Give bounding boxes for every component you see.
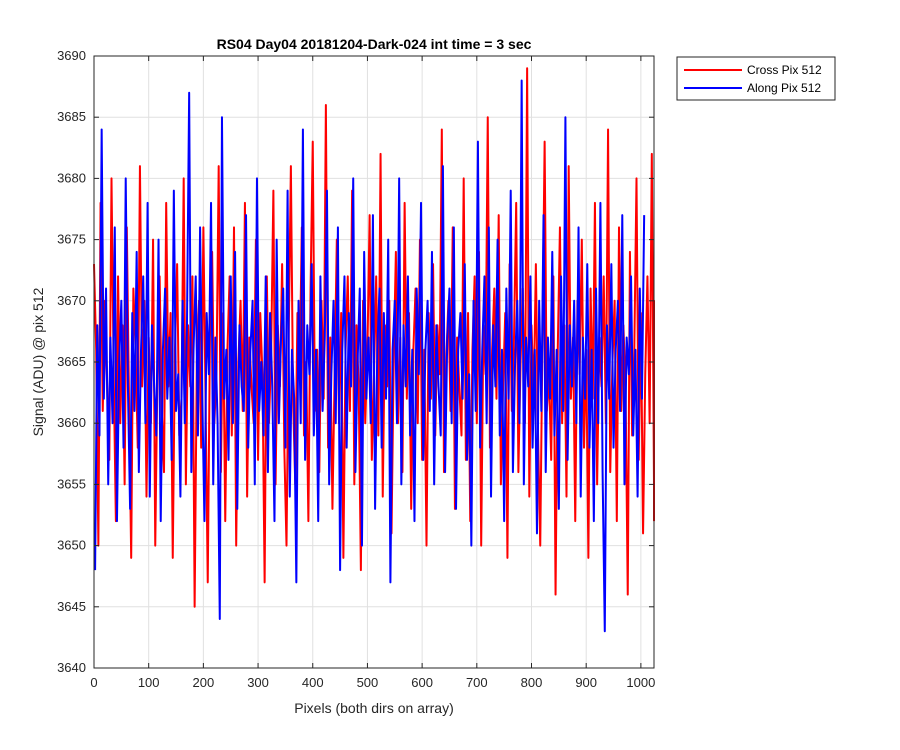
series-line-along-pix-512	[94, 79, 646, 633]
chart-title: RS04 Day04 20181204-Dark-024 int time = …	[217, 36, 532, 52]
x-tick-label: 300	[247, 675, 269, 690]
legend-box	[676, 56, 836, 101]
legend: Cross Pix 512 Along Pix 512	[676, 56, 836, 101]
x-axis-label: Pixels (both dirs on array)	[294, 700, 454, 716]
legend-entry-along: Along Pix 512	[747, 81, 821, 95]
x-tick-label: 100	[138, 675, 160, 690]
series-layer	[93, 67, 655, 633]
y-tick-label: 3665	[57, 354, 86, 369]
x-tick-label: 200	[193, 675, 215, 690]
legend-entry-cross: Cross Pix 512	[747, 63, 822, 77]
y-tick-label: 3680	[57, 170, 86, 185]
ticks: 0 100 200 300 400 500 600 700 800 900 1000 3640 3645…	[57, 48, 655, 690]
y-tick-label: 3685	[57, 109, 86, 124]
y-tick-label: 3675	[57, 232, 86, 247]
y-tick-label: 3640	[57, 660, 86, 675]
y-tick-label: 3660	[57, 415, 86, 430]
x-tick-label: 700	[466, 675, 488, 690]
x-tick-label: 1000	[626, 675, 655, 690]
y-tick-label: 3670	[57, 293, 86, 308]
x-tick-label: 500	[357, 675, 379, 690]
x-tick-label: 800	[521, 675, 543, 690]
y-tick-label: 3655	[57, 476, 86, 491]
y-tick-label: 3690	[57, 48, 86, 63]
y-axis-label: Signal (ADU) @ pix 512	[30, 287, 46, 436]
y-tick-label: 3645	[57, 599, 86, 614]
x-tick-label: 0	[90, 675, 97, 690]
y-tick-label: 3650	[57, 538, 86, 553]
x-tick-label: 900	[575, 675, 597, 690]
x-tick-label: 600	[411, 675, 433, 690]
x-tick-label: 400	[302, 675, 324, 690]
